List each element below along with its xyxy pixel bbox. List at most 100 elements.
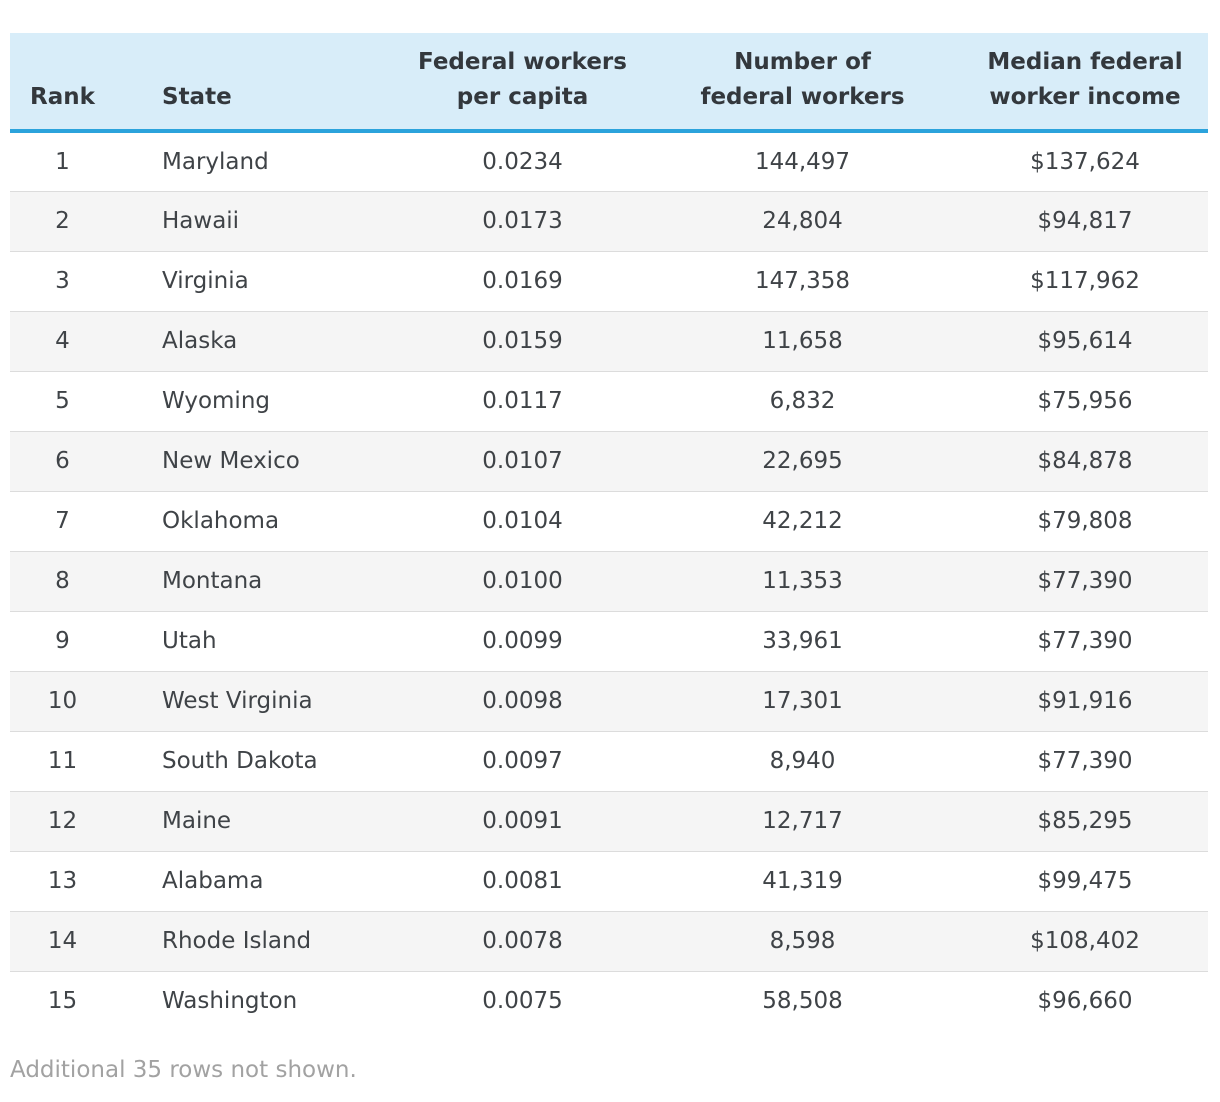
income-cell: $91,916 [930, 670, 1208, 731]
state-cell: New Mexico [115, 430, 370, 491]
col-header-per-capita: Federal workers per capita [370, 33, 675, 133]
per-capita-cell: 0.0117 [370, 370, 675, 431]
state-cell: Washington [115, 970, 370, 1031]
per-capita-cell: 0.0234 [482, 148, 563, 175]
rank-cell: 4 [10, 310, 115, 371]
table-row: 9 Utah 0.0099 33,961 $77,390 [10, 610, 1208, 671]
rank-cell: 5 [10, 370, 115, 431]
state-cell: Alaska [115, 310, 370, 371]
state-cell: Rhode Island [115, 910, 370, 971]
per-capita-cell: 0.0075 [370, 970, 675, 1031]
rank-cell: 3 [10, 250, 115, 311]
income-cell: $117,962 [930, 250, 1208, 311]
income-cell: $94,817 [930, 190, 1208, 251]
workers-cell: 8,598 [675, 910, 930, 971]
col-header-state: State [115, 33, 370, 133]
income-cell: $108,402 [930, 910, 1208, 971]
income-cell: $85,295 [930, 790, 1208, 851]
col-header-income: Median federal worker income [930, 33, 1208, 133]
rank-cell: 8 [10, 550, 115, 611]
rank-cell: 15 [10, 970, 115, 1031]
table-row: 15 Washington 0.0075 58,508 $96,660 [10, 970, 1208, 1031]
per-capita-cell: 0.0091 [370, 790, 675, 851]
table-row: 8 Montana 0.0100 11,353 $77,390 [10, 550, 1208, 611]
state-cell: Montana [115, 550, 370, 611]
col-header-state-label: State [162, 84, 232, 110]
rank-cell: 1 [55, 148, 70, 175]
state-cell: Hawaii [115, 190, 370, 251]
income-cell: $99,475 [930, 850, 1208, 911]
income-cell: $79,808 [930, 490, 1208, 551]
per-capita-cell: 0.0081 [370, 850, 675, 911]
per-capita-cell: 0.0078 [370, 910, 675, 971]
col-header-rank-label: Rank [30, 84, 95, 110]
state-cell: Maryland [162, 148, 269, 175]
workers-cell: 8,940 [675, 730, 930, 791]
table-row: 3 Virginia 0.0169 147,358 $117,962 [10, 250, 1208, 311]
per-capita-cell: 0.0169 [370, 250, 675, 311]
per-capita-cell: 0.0173 [370, 190, 675, 251]
workers-cell: 42,212 [675, 490, 930, 551]
rank-cell: 10 [10, 670, 115, 731]
rank-cell: 6 [10, 430, 115, 491]
col-header-number-label: Number of [734, 49, 871, 75]
rank-cell: 12 [10, 790, 115, 851]
per-capita-cell: 0.0104 [370, 490, 675, 551]
rank-cell: 2 [10, 190, 115, 251]
rank-cell: 13 [10, 850, 115, 911]
per-capita-cell: 0.0098 [370, 670, 675, 731]
table-row: 10 West Virginia 0.0098 17,301 $91,916 [10, 670, 1208, 731]
workers-cell: 17,301 [675, 670, 930, 731]
workers-cell: 147,358 [675, 250, 930, 311]
state-cell: Wyoming [115, 370, 370, 431]
per-capita-cell: 0.0159 [370, 310, 675, 371]
workers-cell: 24,804 [675, 190, 930, 251]
table-header-row: Rank State Federal workers per capita Num… [10, 33, 1208, 133]
per-capita-cell: 0.0097 [370, 730, 675, 791]
income-cell: $137,624 [1030, 148, 1140, 175]
federal-workers-table: Rank State Federal workers per capita Num… [10, 33, 1208, 1031]
rank-cell: 11 [10, 730, 115, 791]
col-header-number: Number of federal workers [675, 33, 930, 133]
col-header-income-label: Median federal [987, 49, 1183, 75]
table-row: 4 Alaska 0.0159 11,658 $95,614 [10, 310, 1208, 371]
table-row: 11 South Dakota 0.0097 8,940 $77,390 [10, 730, 1208, 791]
rank-cell: 7 [10, 490, 115, 551]
state-cell: Maine [115, 790, 370, 851]
per-capita-cell: 0.0100 [370, 550, 675, 611]
table-row: 7 Oklahoma 0.0104 42,212 $79,808 [10, 490, 1208, 551]
per-capita-cell: 0.0107 [370, 430, 675, 491]
workers-cell: 33,961 [675, 610, 930, 671]
income-cell: $95,614 [930, 310, 1208, 371]
workers-cell: 12,717 [675, 790, 930, 851]
rank-cell: 14 [10, 910, 115, 971]
workers-cell: 11,353 [675, 550, 930, 611]
income-cell: $77,390 [930, 730, 1208, 791]
income-cell: $84,878 [930, 430, 1208, 491]
workers-cell: 144,497 [754, 148, 851, 175]
workers-cell: 41,319 [675, 850, 930, 911]
workers-cell: 58,508 [675, 970, 930, 1031]
table-row: 13 Alabama 0.0081 41,319 $99,475 [10, 850, 1208, 911]
footer-note: Additional 35 rows not shown. [10, 1057, 357, 1083]
workers-cell: 22,695 [675, 430, 930, 491]
col-header-per-capita-label: Federal workers [418, 49, 627, 75]
col-header-rank: Rank [10, 33, 115, 133]
table-row: 14 Rhode Island 0.0078 8,598 $108,402 [10, 910, 1208, 971]
state-cell: Utah [115, 610, 370, 671]
income-cell: $75,956 [930, 370, 1208, 431]
state-cell: West Virginia [115, 670, 370, 731]
state-cell: South Dakota [115, 730, 370, 791]
income-cell: $77,390 [930, 610, 1208, 671]
table-row: 1 Maryland 0.0234 144,497 $137,624 [10, 131, 1208, 191]
table-row: 6 New Mexico 0.0107 22,695 $84,878 [10, 430, 1208, 491]
state-cell: Alabama [115, 850, 370, 911]
state-cell: Virginia [115, 250, 370, 311]
workers-cell: 6,832 [675, 370, 930, 431]
rank-cell: 9 [10, 610, 115, 671]
income-cell: $96,660 [930, 970, 1208, 1031]
table-row: 2 Hawaii 0.0173 24,804 $94,817 [10, 190, 1208, 251]
table-row: 12 Maine 0.0091 12,717 $85,295 [10, 790, 1208, 851]
income-cell: $77,390 [930, 550, 1208, 611]
